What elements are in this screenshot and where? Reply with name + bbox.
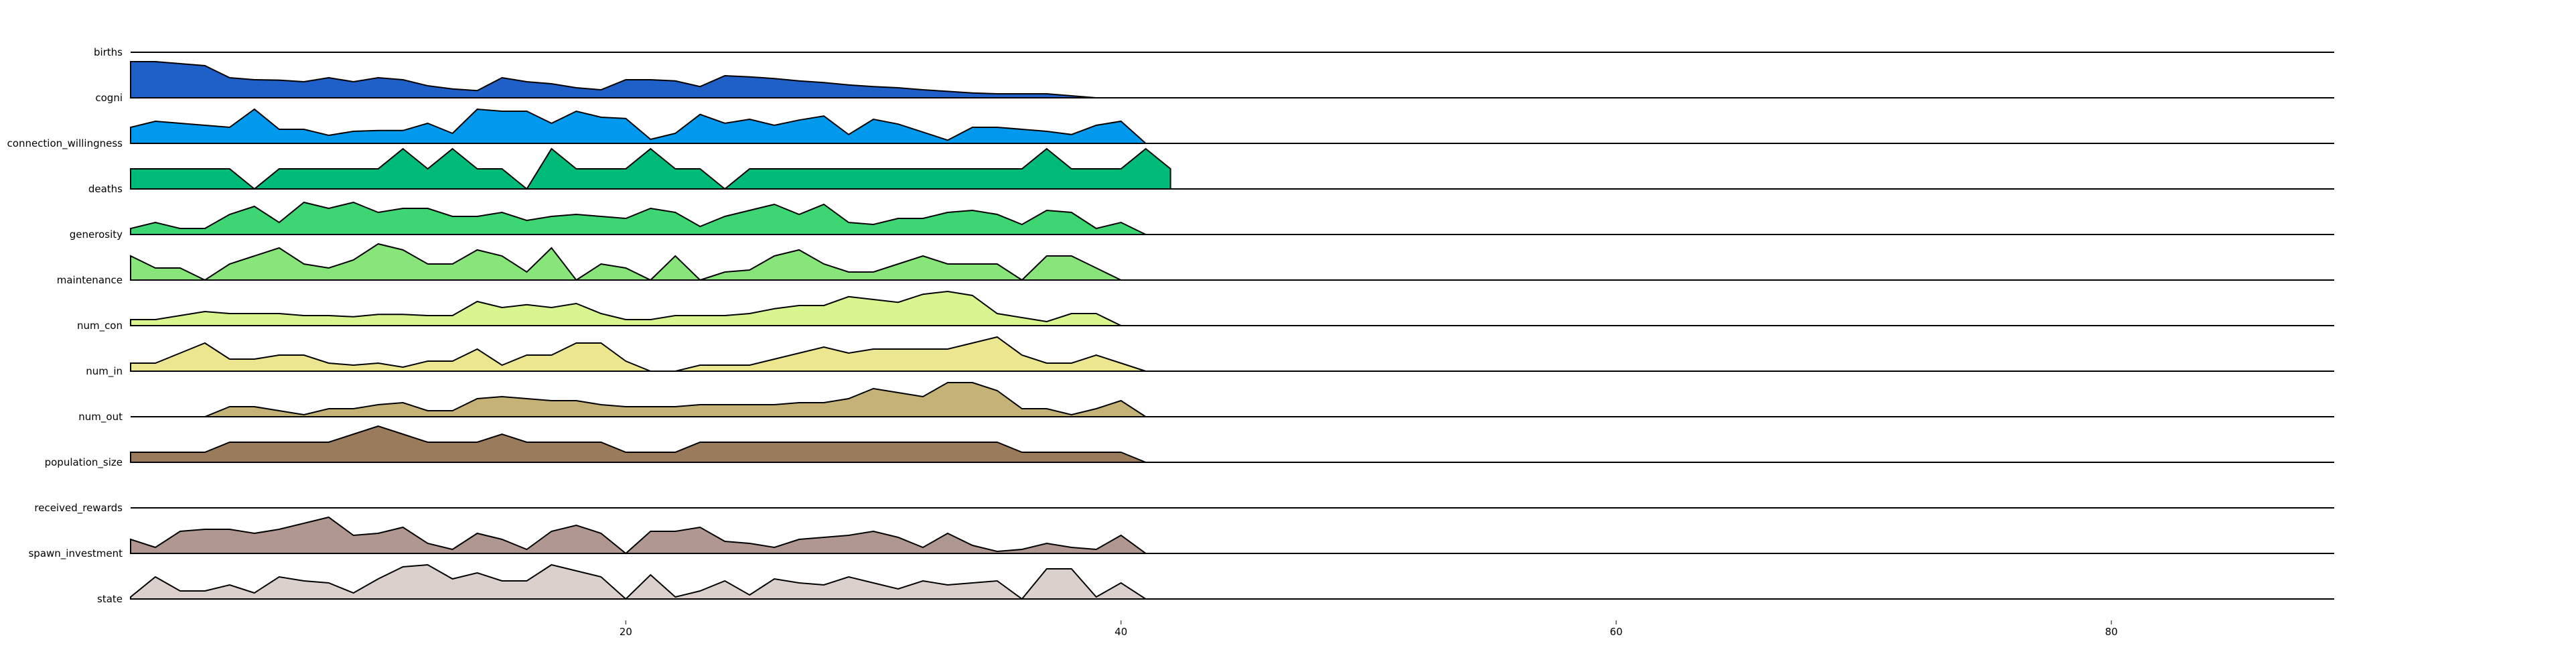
ridge-cogni <box>130 108 1148 144</box>
row-label-births: births <box>94 46 123 58</box>
ridge-num_out <box>130 425 1146 463</box>
row-label-generosity: generosity <box>70 228 123 241</box>
row-label-num_in: num_in <box>86 365 123 378</box>
ridge-connection_willingness <box>130 147 1171 190</box>
ridge-maintenance <box>130 290 1146 326</box>
ridge-spawn_investment <box>130 563 1148 600</box>
row-label-connection_willingness: connection_willingness <box>7 137 123 150</box>
row-label-received_rewards: received_rewards <box>34 502 123 515</box>
row-label-num_out: num_out <box>78 411 123 423</box>
row-label-state: state <box>97 593 123 605</box>
ridge-num_con <box>130 336 1146 372</box>
x-tick-label-20: 20 <box>620 626 632 638</box>
ridge-num_in <box>131 382 1148 417</box>
ridge-generosity <box>130 243 1122 281</box>
x-tick-label-80: 80 <box>2105 626 2118 638</box>
row-label-population_size: population_size <box>45 456 123 469</box>
x-tick-label-40: 40 <box>1115 626 1127 638</box>
ridge-received_rewards <box>130 516 1148 555</box>
row-label-cogni: cogni <box>95 92 123 104</box>
row-label-deaths: deaths <box>88 183 123 195</box>
row-label-spawn_investment: spawn_investment <box>28 547 123 560</box>
x-axis: 20 40 60 80 <box>620 620 2118 638</box>
row-label-num_con: num_con <box>77 320 123 332</box>
row-label-maintenance: maintenance <box>57 274 123 286</box>
ridge-deaths <box>130 201 1147 235</box>
x-tick-label-60: 60 <box>1609 626 1622 638</box>
ridge-births <box>130 61 1121 98</box>
